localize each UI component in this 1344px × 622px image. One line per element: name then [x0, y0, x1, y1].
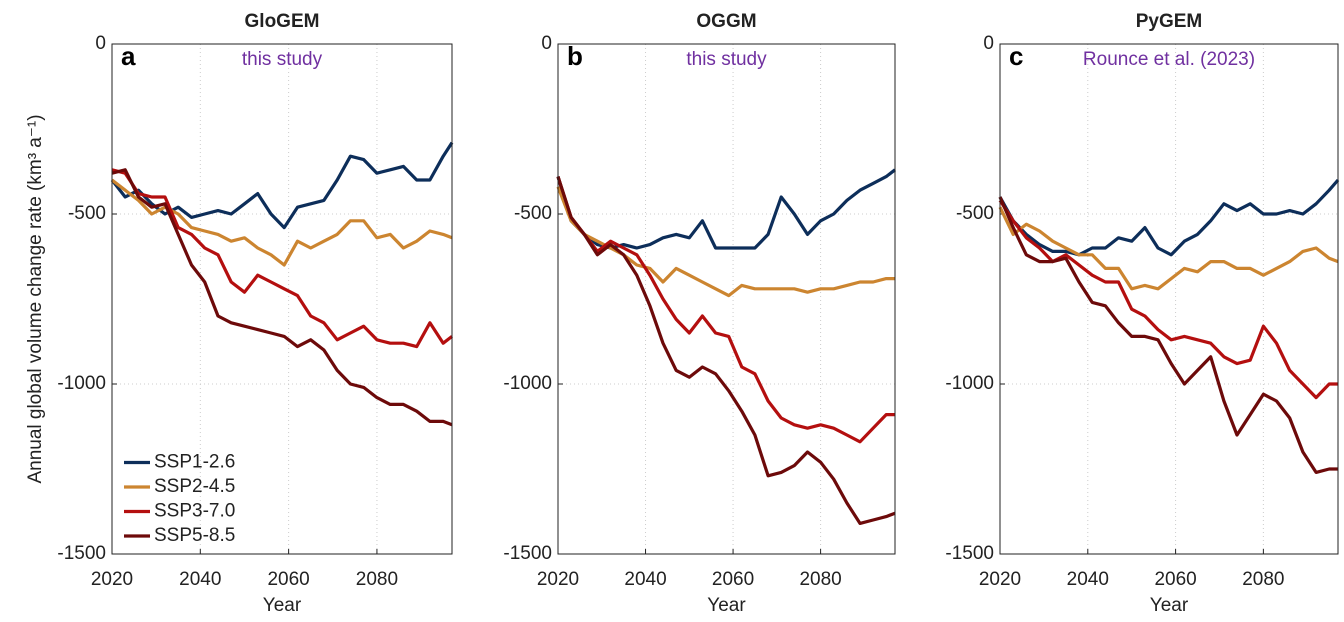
legend-label: SSP2-4.5 [154, 476, 235, 497]
x-tick-label: 2060 [712, 569, 754, 590]
y-tick-label: -1000 [57, 373, 106, 394]
y-tick-label: 0 [95, 33, 106, 54]
x-tick-label: 2040 [1067, 569, 1109, 590]
y-tick-label: 0 [541, 33, 552, 54]
series-line [111, 168, 453, 427]
series-line [998, 178, 1340, 257]
chart-title: GloGEM [245, 11, 320, 32]
x-tick-label: 2040 [624, 569, 666, 590]
plot-frame [999, 43, 1339, 555]
y-tick-label: -1500 [503, 543, 552, 564]
x-tick-label: 2080 [356, 569, 398, 590]
x-axis-label: Year [263, 595, 302, 616]
x-tick-label: 2020 [537, 569, 579, 590]
y-tick-label: 0 [983, 33, 994, 54]
y-tick-label: -1500 [57, 543, 106, 564]
y-tick-label: -500 [956, 203, 994, 224]
series-line [998, 196, 1338, 474]
y-tick-label: -500 [68, 203, 106, 224]
y-axis-label: Annual global volume change rate (km³ a⁻… [25, 114, 46, 483]
annotation: Rounce et al. (2023) [1083, 49, 1255, 70]
series-line [998, 206, 1339, 291]
x-tick-label: 2020 [91, 569, 133, 590]
series-line [556, 176, 895, 444]
legend-label: SSP3-7.0 [154, 501, 235, 522]
chart-title: OGGM [696, 11, 756, 32]
y-tick-label: -1500 [945, 543, 994, 564]
legend-label: SSP5-8.5 [154, 525, 235, 546]
plot-frame [557, 43, 896, 555]
legend-label: SSP1-2.6 [154, 452, 235, 473]
series-line [110, 141, 454, 230]
series-line [556, 186, 895, 298]
x-tick-label: 2020 [979, 569, 1021, 590]
x-tick-label: 2080 [1242, 569, 1284, 590]
x-tick-label: 2040 [179, 569, 221, 590]
x-tick-label: 2060 [1154, 569, 1196, 590]
panel-label: b [567, 41, 583, 71]
annotation: this study [242, 49, 323, 70]
y-tick-label: -1000 [503, 373, 552, 394]
chart-title: PyGEM [1136, 11, 1203, 32]
panel-label: c [1009, 41, 1023, 71]
panel-label: a [121, 41, 136, 71]
series-line [556, 176, 896, 525]
series-line [998, 199, 1338, 400]
series-line [111, 178, 453, 267]
y-tick-label: -500 [514, 203, 552, 224]
series-line [556, 168, 896, 250]
x-axis-label: Year [1150, 595, 1189, 616]
x-axis-label: Year [707, 595, 746, 616]
x-tick-label: 2060 [267, 569, 309, 590]
x-tick-label: 2080 [799, 569, 841, 590]
y-tick-label: -1000 [945, 373, 994, 394]
series-line [111, 168, 453, 349]
annotation: this study [686, 49, 767, 70]
plot-frame [111, 43, 453, 555]
